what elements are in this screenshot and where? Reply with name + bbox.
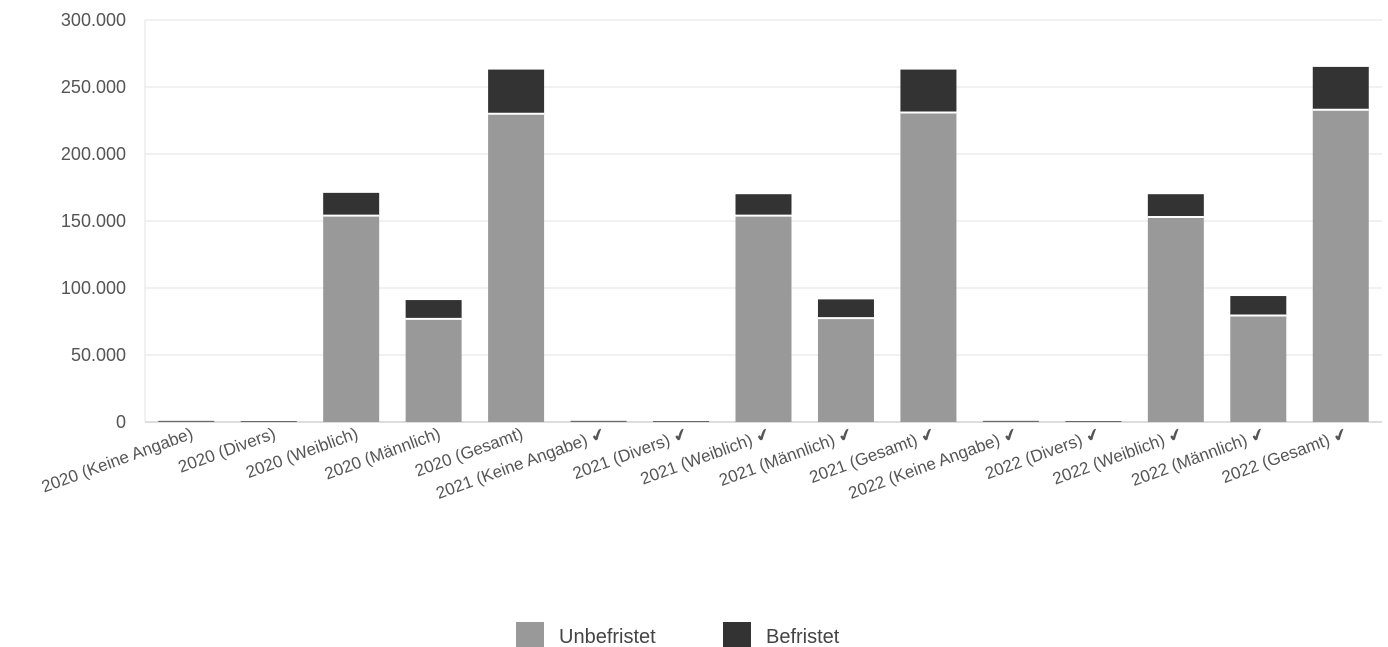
x-tick-label: 2020 (Keine Angabe) — [39, 424, 196, 496]
bar-segment-unbefristet[interactable] — [1230, 315, 1287, 422]
bar-segment-befristet[interactable] — [158, 420, 215, 422]
y-axis: 300.000 250.000 200.000 150.000 100.000 50.00… — [61, 10, 126, 432]
bar-segment-unbefristet[interactable] — [817, 318, 874, 422]
bar-segment-befristet[interactable] — [735, 194, 792, 216]
bar-segment-befristet[interactable] — [900, 69, 957, 113]
bar-segment-unbefristet[interactable] — [158, 421, 215, 422]
bar-segment-befristet[interactable] — [405, 300, 462, 319]
y-tick-label: 100.000 — [61, 278, 126, 298]
bar-segment-befristet[interactable] — [1065, 421, 1122, 422]
bar-segment-unbefristet[interactable] — [405, 318, 462, 422]
legend-swatch-unbefristet — [516, 622, 544, 647]
legend: Unbefristet Befristet — [516, 622, 840, 647]
bar-segment-befristet[interactable] — [1147, 194, 1204, 217]
bar-segment-unbefristet[interactable] — [982, 421, 1039, 422]
y-tick-label: 300.000 — [61, 10, 126, 30]
legend-label-unbefristet[interactable]: Unbefristet — [559, 626, 656, 647]
bar-segment-befristet[interactable] — [982, 420, 1039, 422]
bar-segment-unbefristet[interactable] — [900, 112, 957, 423]
y-tick-label: 150.000 — [61, 211, 126, 231]
bar-segment-unbefristet[interactable] — [1312, 109, 1369, 422]
bar-segment-unbefristet[interactable] — [488, 113, 545, 423]
y-tick-label: 200.000 — [61, 144, 126, 164]
bars — [158, 66, 1369, 423]
bar-segment-unbefristet[interactable] — [735, 215, 792, 422]
y-tick-label: 0 — [116, 412, 126, 432]
legend-label-befristet[interactable]: Befristet — [766, 626, 840, 647]
bar-segment-befristet[interactable] — [1230, 296, 1287, 316]
y-tick-label: 250.000 — [61, 77, 126, 97]
bar-segment-befristet[interactable] — [240, 421, 297, 422]
x-axis: 2020 (Keine Angabe)2020 (Divers)2020 (We… — [39, 424, 1350, 503]
bar-segment-befristet[interactable] — [488, 69, 545, 114]
y-tick-label: 50.000 — [71, 345, 126, 365]
bar-segment-unbefristet[interactable] — [1147, 216, 1204, 422]
legend-swatch-befristet — [723, 622, 751, 647]
bar-segment-unbefristet[interactable] — [323, 215, 380, 422]
bar-segment-befristet[interactable] — [323, 192, 380, 216]
bar-segment-befristet[interactable] — [1312, 66, 1369, 110]
bar-segment-unbefristet[interactable] — [570, 421, 627, 422]
bar-segment-befristet[interactable] — [817, 299, 874, 319]
bar-segment-befristet[interactable] — [570, 420, 627, 422]
bar-segment-befristet[interactable] — [653, 421, 710, 422]
